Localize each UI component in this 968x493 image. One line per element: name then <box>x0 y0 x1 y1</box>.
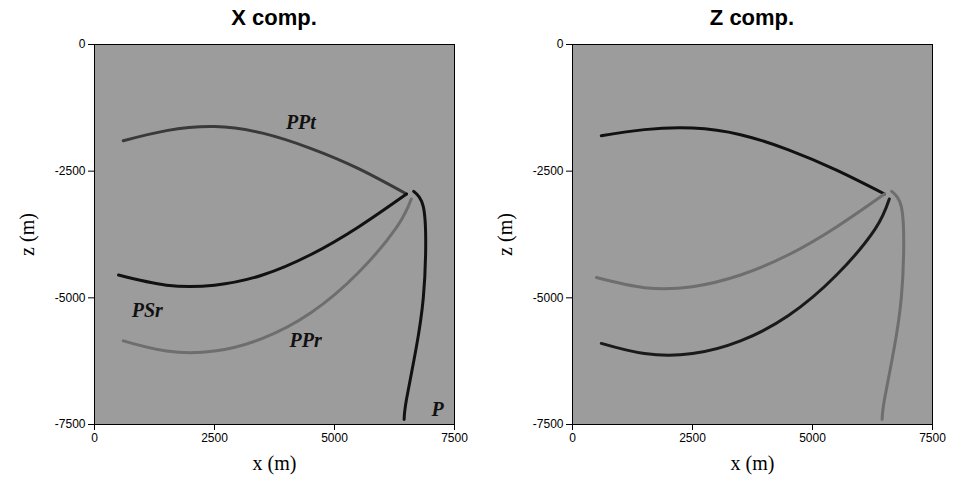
html-text:Z comp.: Z comp. <box>709 5 795 30</box>
svg-text:z (m): z (m) <box>494 213 517 256</box>
svg-text:-5000: -5000 <box>533 291 564 305</box>
svg-text:x (m): x (m) <box>253 452 297 475</box>
svg-text:0: 0 <box>557 37 564 51</box>
svg-text:-5000: -5000 <box>55 291 86 305</box>
svg-text:7500: 7500 <box>919 431 946 445</box>
svg-text:z (m): z (m) <box>16 213 39 256</box>
svg-text:PPr: PPr <box>289 329 322 351</box>
svg-text:5000: 5000 <box>321 431 348 445</box>
svg-text:-7500: -7500 <box>55 417 86 431</box>
svg-text:0: 0 <box>79 37 86 51</box>
svg-text:7500: 7500 <box>441 431 468 445</box>
svg-text:P: P <box>431 398 445 420</box>
svg-text:5000: 5000 <box>799 431 826 445</box>
svg-text:PSr: PSr <box>131 299 163 321</box>
svg-text:-7500: -7500 <box>533 417 564 431</box>
svg-text:-2500: -2500 <box>533 164 564 178</box>
svg-text:-2500: -2500 <box>55 164 86 178</box>
svg-text:2500: 2500 <box>679 431 706 445</box>
html-text:X comp.: X comp. <box>231 5 317 30</box>
svg-text:2500: 2500 <box>201 431 228 445</box>
svg-text:PPt: PPt <box>285 111 317 133</box>
svg-text:0: 0 <box>569 431 576 445</box>
svg-text:0: 0 <box>91 431 98 445</box>
svg-text:x (m): x (m) <box>731 452 775 475</box>
